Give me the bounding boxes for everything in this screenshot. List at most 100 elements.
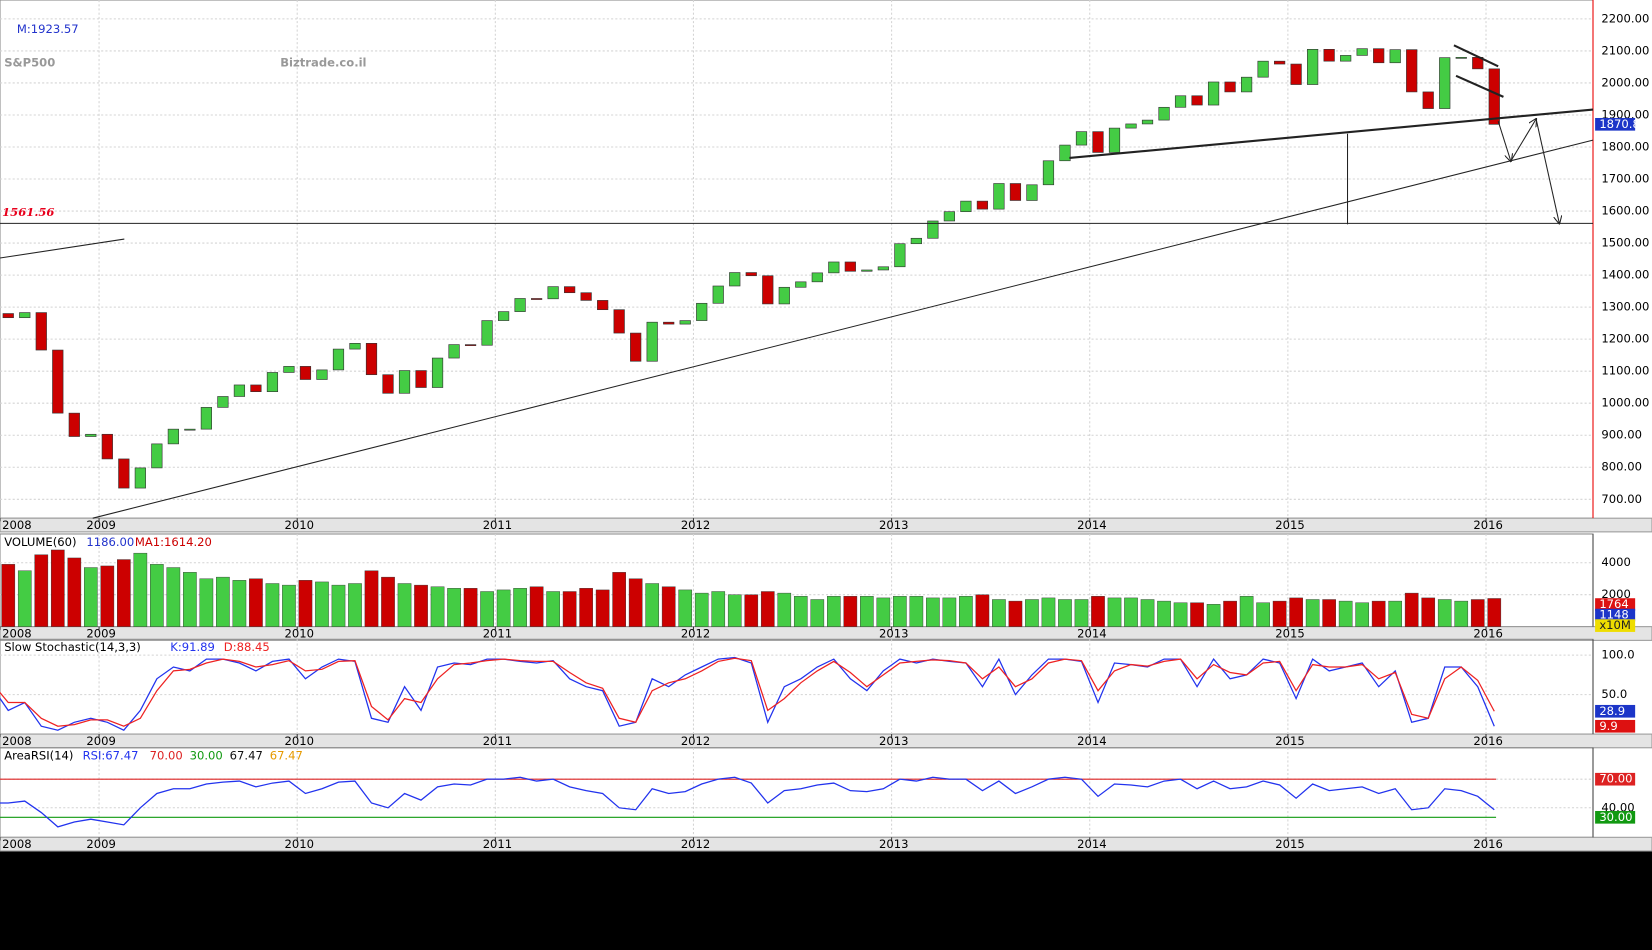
volume-bar [1404, 592, 1419, 627]
panel-title: Slow Stochastic(14,3,3) [4, 640, 141, 654]
x-tick-label: 2012 [681, 837, 710, 851]
indicator-line [0, 657, 1495, 727]
candle [762, 275, 774, 305]
panel-title: VOLUME(60) [4, 535, 76, 549]
neckline [1069, 108, 1594, 160]
y-tick-label: 1100.00 [1601, 364, 1649, 378]
candle [481, 320, 493, 346]
candle [448, 344, 460, 359]
support-level-label: 1561.56 [2, 205, 54, 219]
x-tick-label: 2009 [86, 734, 115, 748]
x-tick-label: 2008 [2, 627, 31, 641]
value-box [1595, 719, 1636, 733]
legend-entry: RSI:67.47 [83, 749, 139, 763]
candle [1059, 144, 1071, 162]
x-tick-label: 2011 [483, 518, 512, 532]
candle [927, 220, 939, 239]
candle [712, 285, 724, 304]
candle [1488, 68, 1500, 125]
volume-bar [843, 596, 858, 627]
candle [844, 261, 856, 272]
volume-bar [463, 588, 478, 627]
x-tick-label: 2010 [285, 518, 314, 532]
candle [564, 286, 576, 294]
volume-bar [166, 567, 181, 627]
candle [184, 428, 196, 431]
candle [630, 332, 642, 362]
legend-entry: 67.47 [230, 749, 263, 763]
panel-area [0, 0, 1652, 851]
volume-bar [992, 599, 1006, 627]
volume-bar [1140, 599, 1155, 627]
candle [993, 183, 1005, 210]
y-tick-label: 1600.00 [1601, 204, 1649, 218]
volume-bar [1454, 600, 1469, 627]
volume-bar [381, 576, 395, 627]
candle [1075, 131, 1088, 146]
panel-value: 1186.00 [86, 535, 134, 549]
volume-bar [133, 552, 148, 627]
volume-bar [711, 591, 726, 627]
value-box-label: 1870.85 [1599, 117, 1647, 131]
y-tick-label: 800.00 [1601, 460, 1642, 474]
candle [1340, 55, 1352, 62]
volume-bar [744, 594, 759, 627]
volume-bar [1025, 599, 1039, 627]
arrow [1535, 118, 1559, 223]
candle [233, 384, 246, 397]
candle [531, 298, 543, 300]
x-tick-label: 2016 [1473, 518, 1502, 532]
x-tick-label: 2014 [1077, 837, 1106, 851]
candle [679, 320, 691, 325]
volume-bar [232, 580, 247, 627]
volume-bar [628, 578, 643, 627]
candle [217, 396, 229, 408]
candle [1174, 95, 1187, 108]
volume-bar [216, 576, 230, 627]
x-tick-label: 2012 [681, 518, 710, 532]
value-box-label: 1764 [1599, 597, 1628, 611]
volume-bar [83, 567, 98, 627]
candle [200, 407, 212, 430]
candle [299, 366, 312, 380]
volume-bar [694, 592, 709, 627]
candle [1207, 81, 1220, 106]
y-tick-label: 1200.00 [1601, 332, 1649, 346]
x-tick-label: 2013 [879, 837, 908, 851]
volume-bar [331, 584, 346, 627]
x-tick-label: 2011 [483, 627, 512, 641]
volume-bar [513, 588, 527, 627]
legend-entry: 30.00 [190, 749, 223, 763]
volume-bar [1206, 604, 1221, 627]
candle [1042, 160, 1055, 186]
volume-bar [1091, 596, 1105, 627]
legend-entry: 67.47 [270, 749, 303, 763]
value-box [1595, 704, 1636, 718]
volume-bar [1239, 596, 1254, 627]
candle [1439, 57, 1451, 109]
volume-bar [496, 589, 511, 627]
legend-entry: 70.00 [150, 749, 183, 763]
candle [332, 348, 345, 371]
y-tick-label: 1700.00 [1601, 172, 1649, 186]
volume-bar [183, 572, 197, 627]
x-tick-label: 2013 [879, 518, 908, 532]
volume-bar [1421, 597, 1436, 627]
x-tick-label: 2015 [1275, 837, 1304, 851]
value-box-label: 9.9 [1599, 719, 1617, 733]
value-box-label: 30.00 [1599, 810, 1632, 824]
y-tick-label: 1800.00 [1601, 140, 1649, 154]
volume-bar [1289, 597, 1303, 627]
x-tick-label: 2010 [285, 627, 314, 641]
candle [778, 286, 790, 305]
candle [1290, 63, 1302, 85]
candle [1224, 81, 1236, 93]
candle [151, 443, 163, 469]
volume-bar [1305, 599, 1320, 627]
volume-bar [397, 583, 412, 627]
x-tick-label: 2016 [1473, 837, 1502, 851]
candle [696, 302, 708, 321]
candle [415, 370, 427, 388]
candle [729, 272, 741, 287]
